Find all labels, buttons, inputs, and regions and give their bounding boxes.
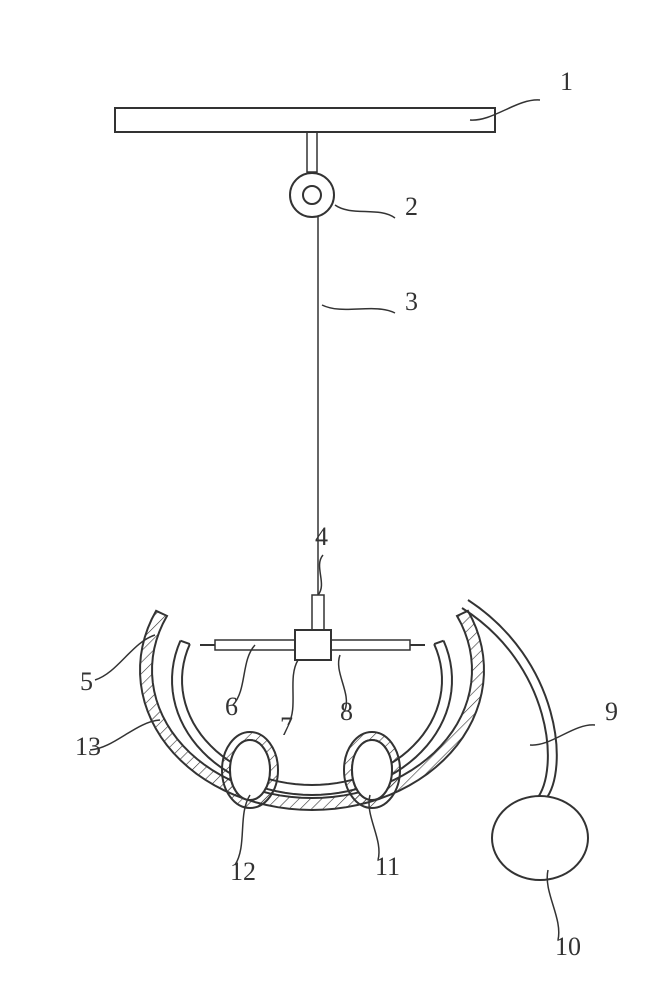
leader-2 xyxy=(335,205,395,218)
leader-10 xyxy=(547,870,559,940)
callout-13: 13 xyxy=(75,732,101,761)
stem xyxy=(307,132,317,172)
callout-8: 8 xyxy=(340,697,353,726)
pulley-outer xyxy=(290,173,334,217)
headband-inner-inner-line xyxy=(182,644,442,785)
callout-3: 3 xyxy=(405,287,418,316)
bulb xyxy=(492,796,588,880)
callout-7: 7 xyxy=(280,712,293,741)
pulley-inner xyxy=(303,186,321,204)
inner-stem xyxy=(312,595,324,630)
leader-1 xyxy=(470,100,540,120)
leader-3 xyxy=(322,305,395,313)
callout-4: 4 xyxy=(315,522,328,551)
callout-2: 2 xyxy=(405,192,418,221)
callout-10: 10 xyxy=(555,932,581,961)
callout-12: 12 xyxy=(230,857,256,886)
leader-9 xyxy=(530,725,595,745)
callout-9: 9 xyxy=(605,697,618,726)
callout-6: 6 xyxy=(225,692,238,721)
callout-5: 5 xyxy=(80,667,93,696)
callout-1: 1 xyxy=(560,67,573,96)
diagram-canvas: 12345678910111213 xyxy=(0,0,663,1000)
center-block xyxy=(295,630,331,660)
top-plate xyxy=(115,108,495,132)
callout-11: 11 xyxy=(375,852,400,881)
tube-outer xyxy=(468,600,557,800)
